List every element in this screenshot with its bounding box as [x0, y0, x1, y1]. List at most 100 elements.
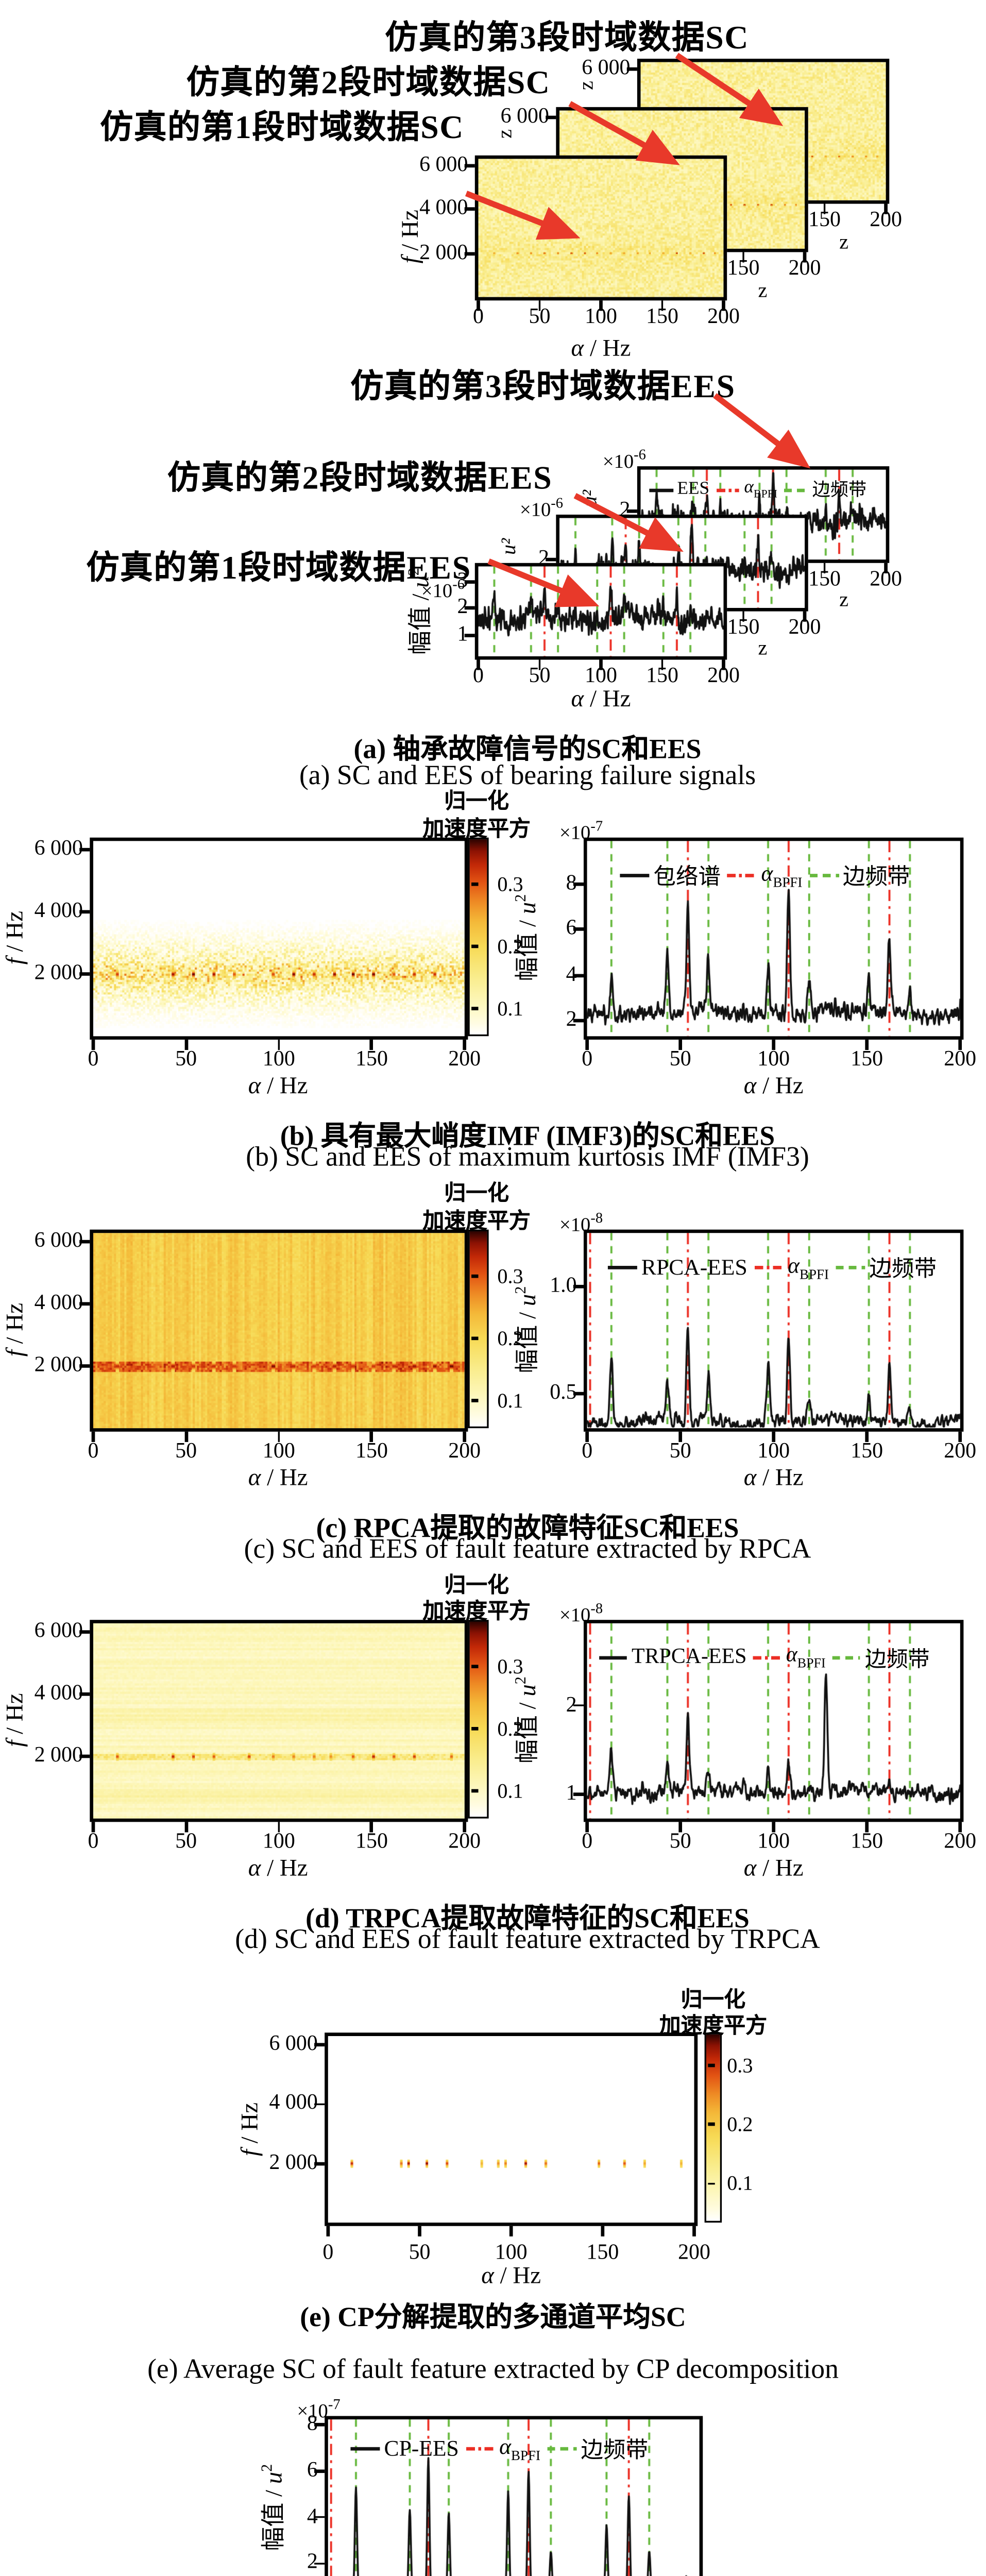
y-tick-label: 2: [457, 595, 468, 619]
envelope-spectrum-plot: [324, 2415, 703, 2576]
x-tick-label: 150: [851, 1828, 883, 1853]
x-tick-label: 150: [727, 614, 760, 638]
colorbar-tick-label: 0.1: [497, 1388, 523, 1413]
stack-label-sc-2: 仿真的第2段时域数据SC: [186, 65, 551, 102]
x-tick-label: 150: [808, 206, 841, 231]
colorbar-tick-label: 0.2: [497, 1326, 523, 1351]
spectral-correlation-plot: [474, 155, 727, 300]
colorbar-tick-mark: [471, 945, 478, 948]
legend-item: 边频带: [832, 1640, 930, 1673]
x-tick-mark: [184, 1432, 188, 1442]
y-tick-mark: [80, 910, 90, 914]
x-tick-mark: [91, 1040, 95, 1049]
y-tick-label: 4 000: [34, 1290, 83, 1315]
x-tick-mark: [477, 660, 480, 670]
y-tick-label: 4 000: [34, 1681, 83, 1705]
x-tick-label: 150: [851, 1437, 883, 1462]
x-tick-mark: [277, 1432, 281, 1442]
colorbar-title-line1: 归一化: [444, 1572, 509, 1597]
x-tick-mark: [660, 300, 664, 311]
y-tick-mark: [573, 1391, 584, 1395]
x-tick-mark: [585, 1040, 589, 1049]
x-tick-mark: [865, 1432, 869, 1442]
x-tick-mark: [538, 300, 541, 311]
caption-d-en: (d) SC and EES of fault feature extracte…: [235, 1925, 820, 1955]
x-tick-mark: [884, 204, 888, 214]
legend-item-label: 边频带: [812, 482, 867, 501]
legend-item: αBPFI: [727, 859, 802, 890]
y-tick-label: 2: [307, 2550, 318, 2574]
legend: EES αBPFI 边频带: [649, 477, 873, 502]
legend-line-sample-icon: [727, 873, 757, 877]
legend: TRPCA-EES αBPFI 边频带: [599, 1640, 937, 1673]
y-tick-mark: [315, 2103, 325, 2106]
x-tick-label: 150: [355, 1437, 388, 1462]
legend-line-sample-icon: [547, 2446, 577, 2450]
y-tick-label: 8: [566, 870, 577, 895]
y-tick-mark: [465, 580, 475, 583]
x-tick-mark: [463, 1040, 466, 1049]
colorbar-tick-mark: [471, 1399, 478, 1402]
legend: RPCA-EES αBPFI 边频带: [607, 1250, 944, 1283]
colorbar-tick-label: 0.1: [497, 1779, 523, 1804]
clipped-axis-label-fragment: z: [573, 80, 598, 90]
x-tick-mark: [772, 1040, 775, 1049]
y-axis-label-f-hz: f / Hz: [399, 210, 425, 264]
colorbar-tick-mark: [708, 2182, 715, 2185]
x-tick-mark: [463, 1822, 466, 1832]
x-axis-label-alpha-hz: α / Hz: [743, 1074, 804, 1100]
y-tick-label: 2 000: [34, 1352, 83, 1377]
legend-item: 边频带: [784, 477, 866, 502]
x-tick-mark: [865, 1822, 869, 1832]
x-tick-mark: [277, 1822, 281, 1832]
colorbar-tick-mark: [471, 1007, 478, 1010]
x-tick-label: 200: [678, 2239, 710, 2263]
y-tick-label: 2 000: [34, 1742, 83, 1767]
envelope-spectrum-plot: [583, 837, 963, 1040]
axis-scale-multiplier: ×10-6: [421, 575, 465, 603]
y-axis-label-f-hz: f / Hz: [3, 910, 29, 965]
x-tick-mark: [370, 1822, 373, 1832]
clipped-axis-label-fragment: u²: [496, 538, 520, 555]
y-tick-mark: [80, 1631, 90, 1634]
x-tick-label: 200: [944, 1828, 977, 1853]
colorbar-tick-mark: [471, 1727, 478, 1731]
x-tick-label: 200: [870, 206, 903, 231]
caption-c-en: (c) SC and EES of fault feature extracte…: [244, 1535, 811, 1565]
x-tick-label: 50: [669, 1437, 691, 1462]
y-tick-label: 6 000: [34, 1228, 83, 1253]
x-tick-label: 200: [788, 255, 821, 279]
y-tick-mark: [573, 1704, 584, 1707]
legend-line-sample-icon: [784, 487, 808, 492]
x-tick-mark: [678, 1432, 682, 1442]
x-tick-mark: [91, 1822, 95, 1832]
caption-b-cn: (b) 具有最大峭度IMF (IMF3)的SC和EES: [280, 1122, 775, 1152]
x-axis-label-alpha-hz: α / Hz: [571, 687, 631, 714]
y-tick-mark: [80, 1302, 90, 1306]
x-tick-label: 200: [944, 1045, 977, 1070]
legend-item-label: EES: [677, 480, 710, 499]
legend-line-sample-icon: [832, 1655, 861, 1659]
y-tick-mark: [573, 973, 584, 977]
y-tick-label: 4 000: [419, 195, 468, 220]
x-tick-mark: [418, 2226, 421, 2236]
legend-line-sample-icon: [607, 1265, 637, 1269]
legend-line-sample-icon: [753, 1655, 782, 1659]
x-tick-mark: [370, 1432, 373, 1442]
y-tick-mark: [573, 883, 584, 886]
x-tick-mark: [326, 2226, 330, 2236]
colorbar-tick-label: 0.1: [727, 2171, 753, 2196]
y-tick-mark: [80, 1755, 90, 1758]
y-tick-mark: [315, 2562, 325, 2565]
ees_a1-canvas: [478, 566, 723, 656]
legend-item-label: CP-EES: [384, 2434, 459, 2460]
colorbar-tick-mark: [471, 1337, 478, 1340]
x-tick-mark: [585, 1432, 589, 1442]
x-tick-label: 150: [355, 1828, 388, 1853]
x-tick-mark: [477, 300, 480, 311]
colorbar-tick-label: 0.3: [727, 2053, 753, 2077]
x-tick-label: 50: [529, 662, 551, 687]
caption-d-cn: (d) TRPCA提取故障特征的SC和EES: [305, 1905, 750, 1935]
